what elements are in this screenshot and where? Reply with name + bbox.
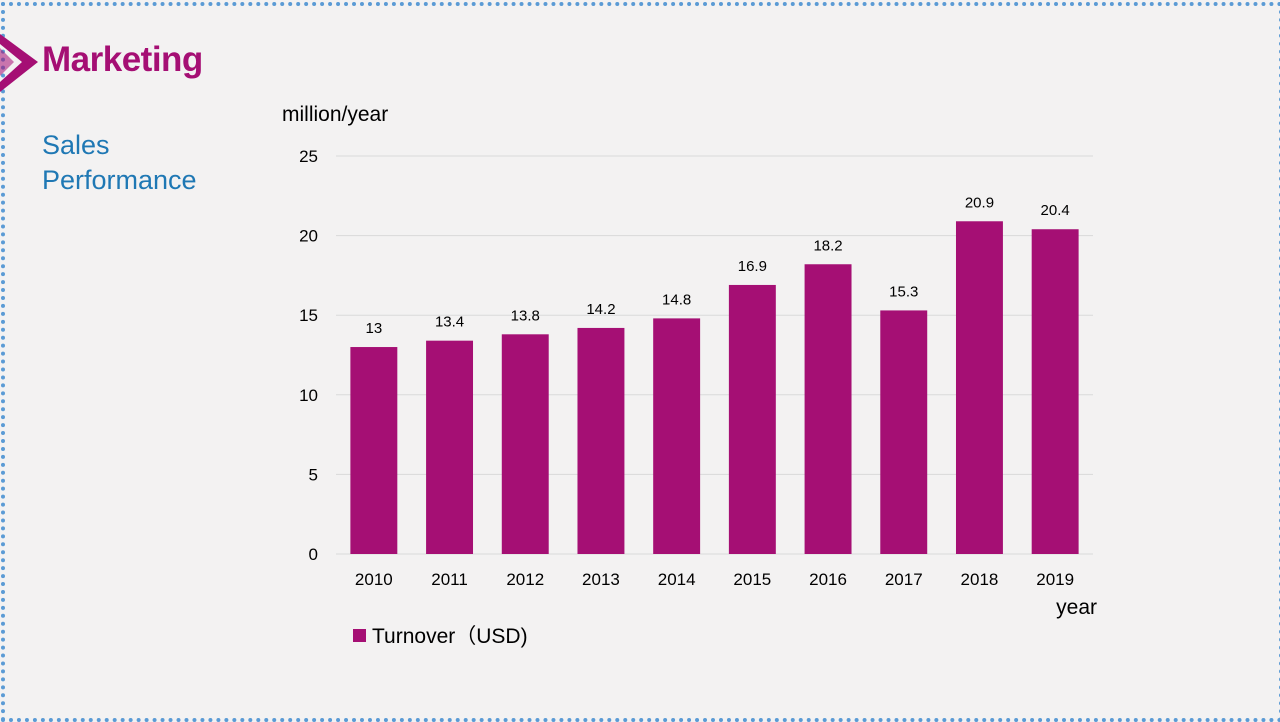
y-tick-label: 15 (299, 306, 318, 325)
legend-swatch (353, 629, 366, 642)
x-axis-title: year (1056, 596, 1097, 619)
data-labels: 13 13.4 13.8 14.2 14.8 16.9 18.2 15.3 20.9 20.4 (366, 194, 1070, 337)
data-label: 16.9 (738, 258, 767, 275)
x-tick-label: 2018 (961, 570, 999, 589)
x-axis-ticks: 2010 2011 2012 2013 2014 2015 2016 2017 2018 2019 (355, 570, 1074, 589)
data-label: 14.8 (662, 291, 691, 308)
y-tick-label: 10 (299, 386, 318, 405)
data-label: 13.8 (511, 307, 540, 324)
y-axis-ticks: 0 5 10 15 20 25 (299, 147, 318, 564)
bar (1031, 229, 1079, 554)
x-tick-label: 2019 (1036, 570, 1074, 589)
x-tick-label: 2015 (733, 570, 771, 589)
page-title: Marketing (42, 40, 203, 79)
bar (653, 318, 701, 554)
bar (501, 334, 549, 554)
bar (880, 310, 928, 554)
x-tick-label: 2016 (809, 570, 847, 589)
bar (350, 347, 398, 554)
y-axis-title: million/year (282, 103, 388, 126)
bars (350, 221, 1079, 554)
y-tick-label: 20 (299, 227, 318, 246)
bar (577, 327, 625, 554)
chevron-right-icon (0, 34, 38, 92)
bar (728, 284, 776, 554)
x-tick-label: 2017 (885, 570, 923, 589)
data-label: 15.3 (889, 283, 918, 300)
x-tick-label: 2013 (582, 570, 620, 589)
x-tick-label: 2011 (431, 570, 468, 589)
x-tick-label: 2012 (506, 570, 544, 589)
y-tick-label: 0 (309, 545, 318, 564)
y-tick-label: 25 (299, 147, 318, 166)
legend: Turnover（USD) (353, 625, 528, 648)
legend-label: Turnover（USD) (372, 625, 528, 648)
x-tick-label: 2014 (658, 570, 696, 589)
data-label: 18.2 (813, 237, 842, 254)
y-tick-label: 5 (309, 465, 318, 484)
bar (426, 340, 474, 554)
bar (804, 264, 852, 554)
data-label: 14.2 (586, 301, 615, 318)
data-label: 20.9 (965, 194, 994, 211)
x-tick-label: 2010 (355, 570, 393, 589)
data-label: 20.4 (1041, 202, 1070, 219)
bar (955, 221, 1003, 554)
data-label: 13 (366, 320, 383, 337)
page-subtitle: Sales Performance (42, 130, 197, 195)
data-label: 13.4 (435, 314, 464, 331)
